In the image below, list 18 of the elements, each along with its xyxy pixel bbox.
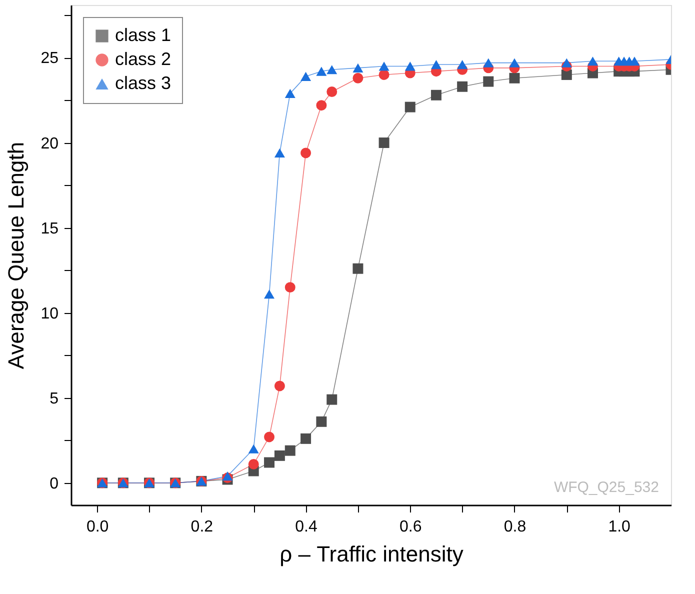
legend-label: class 3 bbox=[115, 73, 172, 93]
x-tick-label: 0.8 bbox=[504, 518, 526, 536]
x-tick-label: 0.4 bbox=[295, 518, 318, 536]
x-tick-label: 1.0 bbox=[608, 518, 631, 536]
legend-label: class 1 bbox=[115, 25, 172, 45]
annotation: WFQ_Q25_532 bbox=[554, 479, 659, 496]
x-tick-label: 0.2 bbox=[190, 518, 214, 536]
y-tick-label: 25 bbox=[40, 50, 59, 68]
y-tick-label: 20 bbox=[40, 135, 59, 152]
x-axis-title: ρ – Traffic intensity bbox=[280, 542, 464, 566]
legend-label: class 2 bbox=[115, 49, 172, 69]
y-tick-label: 5 bbox=[50, 390, 59, 408]
y-tick-label: 15 bbox=[40, 220, 59, 238]
y-tick-label: 0 bbox=[50, 475, 59, 492]
x-tick-label: 0.0 bbox=[86, 518, 109, 536]
y-axis-title: Average Queue Length bbox=[4, 142, 29, 370]
x-tick-label: 0.6 bbox=[400, 518, 422, 536]
y-tick-label: 10 bbox=[40, 305, 59, 322]
